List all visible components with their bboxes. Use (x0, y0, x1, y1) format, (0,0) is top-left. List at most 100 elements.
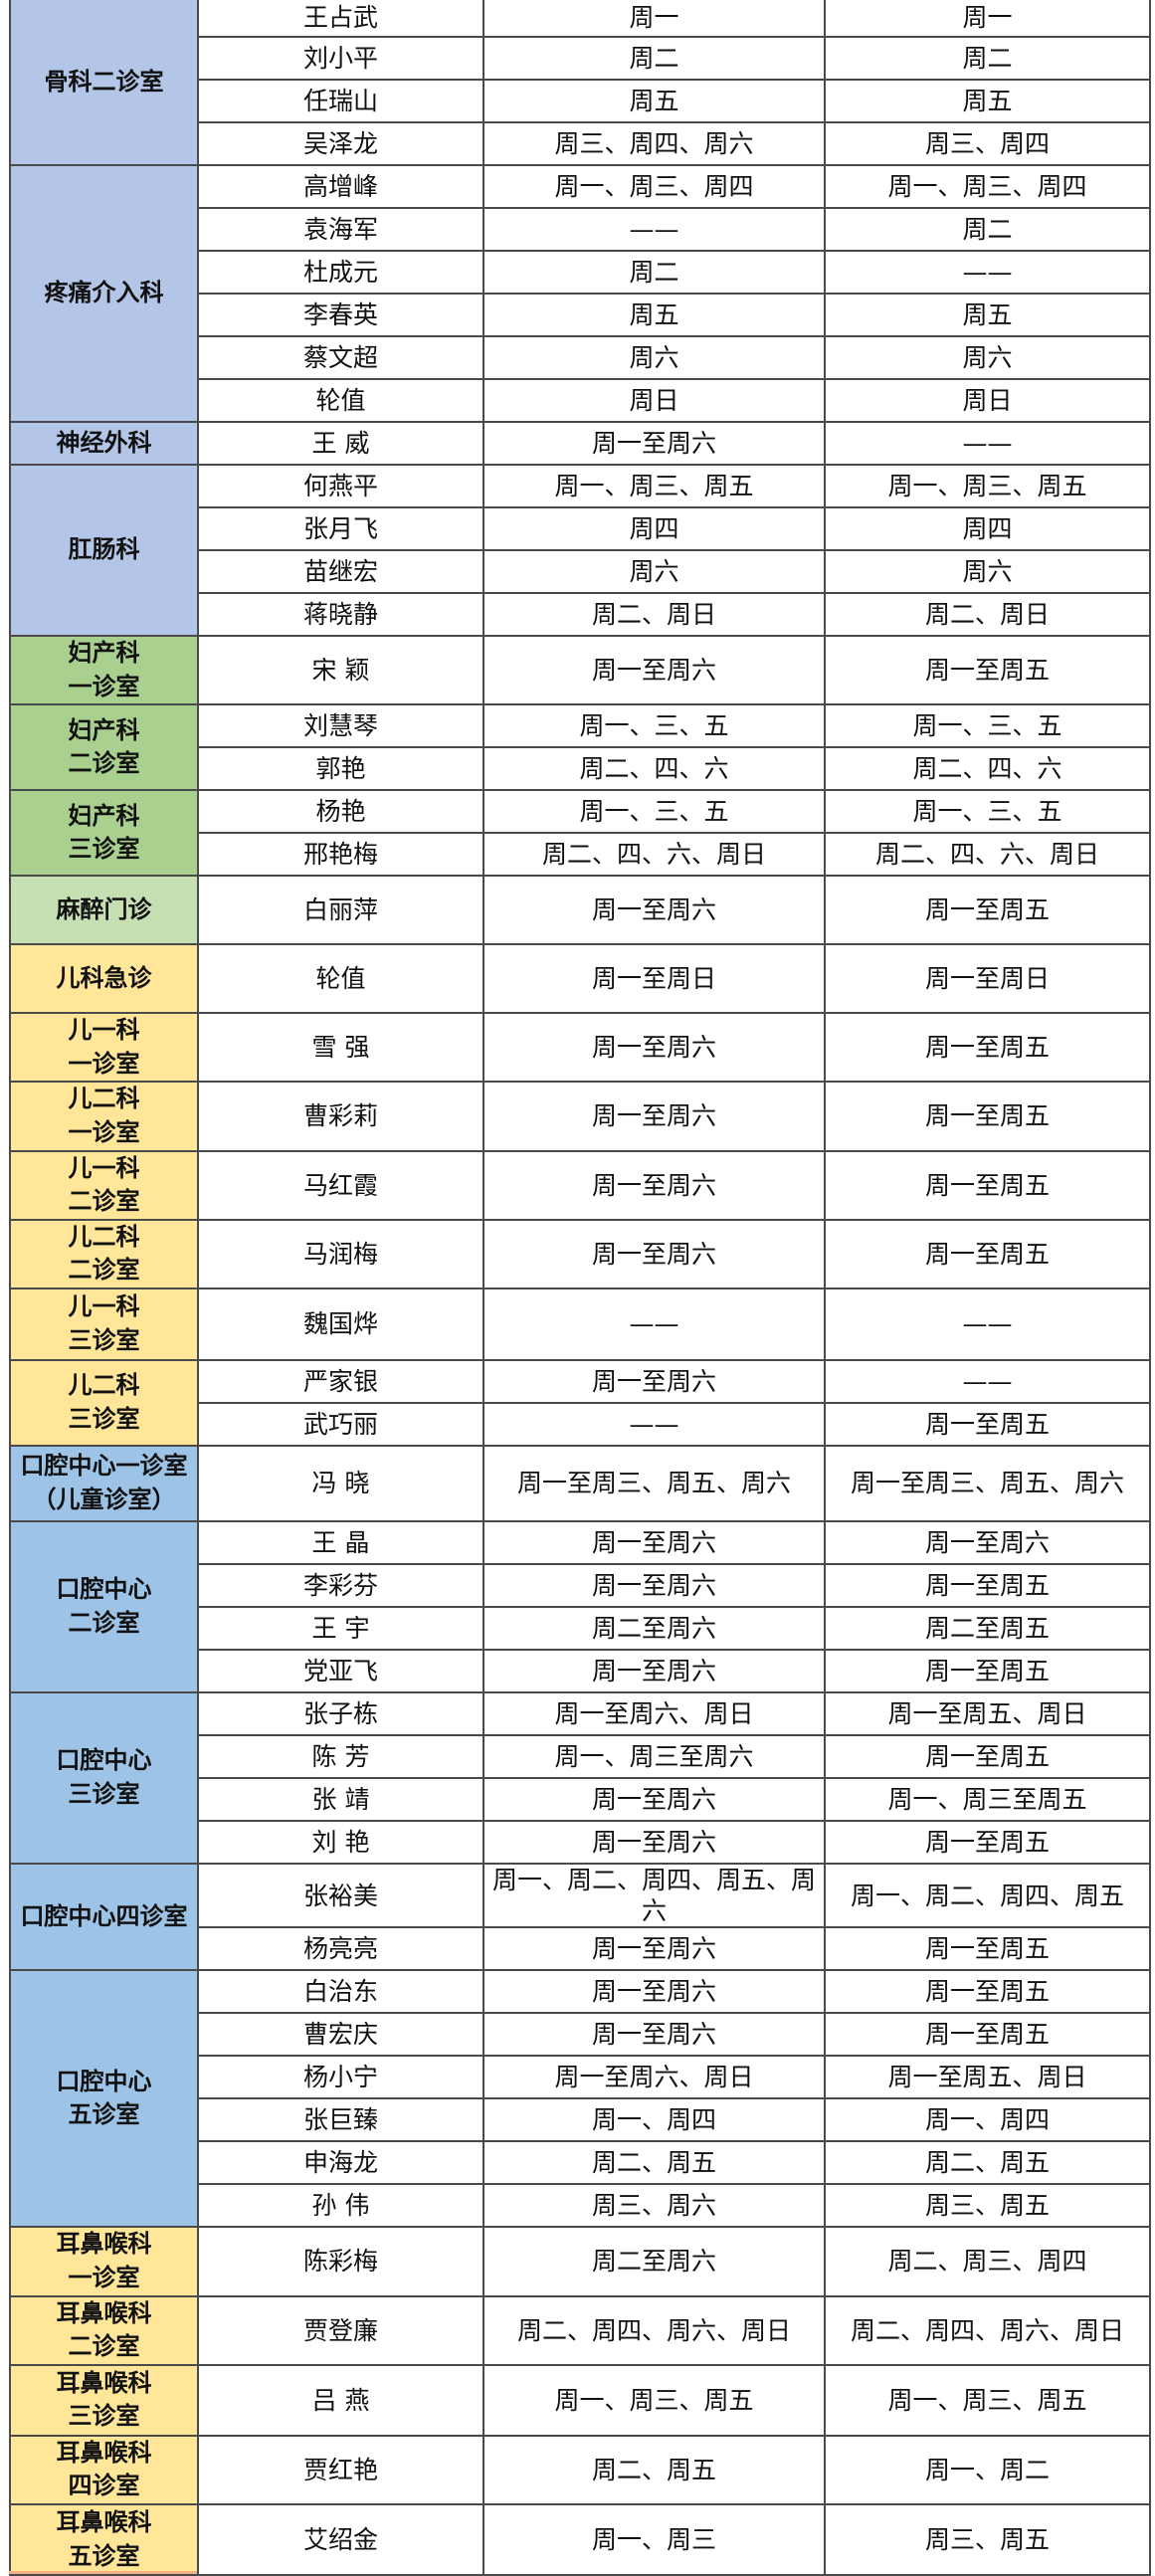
schedule-cell-a: 周二、周五 (482, 2140, 826, 2186)
schedule-cell-b: 周一至周五 (824, 1562, 1151, 1608)
department-cell: 耳鼻喉科 四诊室 (9, 2434, 199, 2506)
schedule-cell-a: 周二至周六 (482, 1605, 826, 1651)
schedule-cell-a: —— (482, 207, 826, 252)
department-cell: 儿科急诊 (9, 943, 199, 1015)
doctor-name-cell: 邢艳梅 (197, 832, 484, 878)
schedule-cell-b: 周一至周六 (824, 1519, 1151, 1565)
schedule-cell-a: 周一至周六 (482, 2012, 826, 2058)
schedule-cell-b: 周二、周日 (824, 592, 1151, 637)
schedule-cell-b: 周二、周五 (824, 2140, 1151, 2186)
schedule-cell-b: 周一至周五 (824, 1819, 1151, 1865)
doctor-name-cell: 孙 伟 (197, 2183, 484, 2229)
schedule-cell-b: 周二、周三、周四 (824, 2226, 1151, 2297)
table-row: 耳鼻喉科 一诊室 陈彩梅 周二至周六 周二、周三、周四 (9, 2226, 1151, 2297)
doctor-name-cell: 魏国烨 (197, 1287, 484, 1361)
table-row: 李彩芬 周一至周六 周一至周五 (10, 1562, 1151, 1608)
table-row: 任瑞山 周五 周五 (10, 79, 1151, 123)
doctor-name-cell: 刘慧琴 (197, 703, 484, 749)
table-row: 口腔中心四诊室 张裕美 周一、周二、周四、周五、周六 周一、周二、周四、周五 (9, 1862, 1151, 1972)
schedule-cell-b: 周一 (824, 0, 1151, 38)
doctor-name-cell: 郭艳 (197, 746, 484, 792)
department-cell: 疼痛介入科 (9, 164, 199, 423)
doctor-name-cell: 吴泽龙 (197, 121, 484, 166)
doctor-name-cell: 贾红艳 (197, 2434, 484, 2506)
table-row: 轮值 周日 周日 (10, 378, 1151, 423)
table-row: 张巨臻 周一、周四 周一、周四 (10, 2097, 1151, 2143)
schedule-cell-b: 周一至周五 (824, 875, 1151, 946)
schedule-cell-a: 周一、周四 (482, 2097, 826, 2143)
schedule-cell-a: 周一至周六 (482, 1081, 826, 1152)
schedule-cell-b: 周一至周五 (824, 1648, 1151, 1693)
table-row: 耳鼻喉科 二诊室 贾登廉 周二、周四、周六、周日 周二、周四、周六、周日 (9, 2294, 1151, 2366)
table-row: 口腔中心 三诊室 张子栋 周一至周六、周日 周一至周五、周日 (9, 1690, 1151, 1865)
table-row: 申海龙 周二、周五 周二、周五 (10, 2140, 1151, 2186)
schedule-cell-b: 周一至周五 (824, 1081, 1151, 1152)
doctor-name-cell: 贾登廉 (197, 2294, 484, 2366)
doctor-name-cell: 何燕平 (197, 464, 484, 508)
table-row: 王 宇周二至周六 周二至周五 (10, 1605, 1151, 1651)
schedule-cell-b: 周一至周五 (824, 1926, 1151, 1972)
schedule-cell-a: 周一至周六 (482, 1012, 826, 1084)
doctor-name-cell: 苗继宏 (197, 549, 484, 594)
doctor-name-cell: 王 威 (197, 421, 484, 466)
department-cell: 口腔中心四诊室 (9, 1862, 199, 1972)
department-cell: 口腔中心 三诊室 (9, 1690, 199, 1865)
schedule-cell-a: 周一、三、五 (482, 703, 826, 749)
schedule-cell-a: 周一至周六 (482, 1218, 826, 1289)
department-cell: 口腔中心 二诊室 (9, 1519, 199, 1693)
schedule-cell-a: 周一、周二、周四、周五、周六 (482, 1862, 826, 1929)
table-row: 耳鼻喉科 五诊室 艾绍金 周一、周三 周三、周五 (9, 2503, 1151, 2576)
doctor-name-cell: 曹宏庆 (197, 2012, 484, 2058)
schedule-cell-b: —— (824, 250, 1151, 295)
schedule-cell-b: 周一、三、五 (824, 703, 1151, 749)
schedule-cell-b: 周一至周日 (824, 943, 1151, 1015)
schedule-cell-a: 周五 (482, 293, 826, 337)
schedule-cell-a: 周一至周六 (482, 1648, 826, 1693)
schedule-cell-a: 周一至周六 (482, 875, 826, 946)
schedule-cell-a: 周一 (482, 0, 826, 38)
doctor-name-cell: 艾绍金 (197, 2503, 484, 2576)
doctor-name-cell: 王占武 (197, 0, 484, 38)
schedule-cell-a: 周五 (482, 79, 826, 123)
doctor-name-cell: 李彩芬 (197, 1562, 484, 1608)
schedule-cell-b: 周一至周五 (824, 1969, 1151, 2015)
schedule-table: 骨科二诊室 王占武 周一 周一 刘小平 周二 周二 任瑞山 周五 周五 吴泽龙 周三、周四、周六 周三、… (9, 0, 1151, 2576)
table-row: 杨亮亮 周一至周六 周一至周五 (10, 1926, 1151, 1972)
schedule-cell-b: 周一至周五 (824, 1401, 1151, 1447)
table-row: 袁海军 —— 周二 (10, 207, 1151, 252)
table-row: 儿一科 一诊室雪 强周一至周六 周一至周五 (9, 1012, 1151, 1084)
schedule-cell-b: 周四 (824, 506, 1151, 551)
table-row: 陈 芳周一、周三至周六 周一至周五 (10, 1733, 1151, 1779)
table-row: 口腔中心 二诊室王 晶周一至周六 周一至周六 (9, 1519, 1151, 1693)
schedule-cell-a: —— (482, 1287, 826, 1361)
table-row: 口腔中心一诊室 （儿童诊室）冯 晓周一至周三、周五、周六 周一至周三、周五、周六 (9, 1444, 1151, 1522)
schedule-cell-b: 周一至周五 (824, 1012, 1151, 1084)
table-row: 吴泽龙 周三、周四、周六 周三、周四 (10, 121, 1151, 166)
table-row: 肛肠科 何燕平 周一、周三、周五 周一、周三、周五 (9, 464, 1151, 637)
doctor-name-cell: 张 靖 (197, 1776, 484, 1822)
table-row: 妇产科 二诊室 刘慧琴 周一、三、五 周一、三、五 (9, 703, 1151, 792)
doctor-name-cell: 陈彩梅 (197, 2226, 484, 2297)
schedule-cell-a: 周一、周三、周五 (482, 464, 826, 508)
department-cell: 儿一科 三诊室 (9, 1287, 199, 1361)
schedule-cell-b: 周二至周五 (824, 1605, 1151, 1651)
table-row: 杨小宁 周一至周六、周日 周一至周五、周日 (10, 2055, 1151, 2100)
schedule-cell-b: 周一至周五 (824, 1149, 1151, 1221)
schedule-cell-a: 周一至周六、周日 (482, 2055, 826, 2100)
schedule-cell-a: 周一、周三、周五 (482, 2363, 826, 2437)
schedule-cell-a: 周二、周日 (482, 592, 826, 637)
doctor-name-cell: 任瑞山 (197, 79, 484, 123)
table-row: 儿二科 一诊室 曹彩莉 周一至周六 周一至周五 (9, 1081, 1151, 1152)
schedule-cell-b: 周一至周五、周日 (824, 1690, 1151, 1736)
department-cell: 妇产科 二诊室 (9, 703, 199, 792)
table-row: 妇产科 三诊室 杨艳 周一、三、五 周一、三、五 (9, 789, 1151, 878)
doctor-name-cell: 张子栋 (197, 1690, 484, 1736)
department-cell: 耳鼻喉科 五诊室 (9, 2503, 199, 2576)
table-row: 党亚飞 周一至周六 周一至周五 (10, 1648, 1151, 1693)
schedule-cell-b: —— (824, 421, 1151, 466)
schedule-cell-b: 周一、周四 (824, 2097, 1151, 2143)
schedule-cell-b: 周日 (824, 378, 1151, 423)
table-row: 儿科急诊 轮值 周一至周日 周一至周日 (9, 943, 1151, 1015)
schedule-cell-a: 周一至周六 (482, 1358, 826, 1404)
schedule-cell-a: 周二、周四、周六、周日 (482, 2294, 826, 2366)
